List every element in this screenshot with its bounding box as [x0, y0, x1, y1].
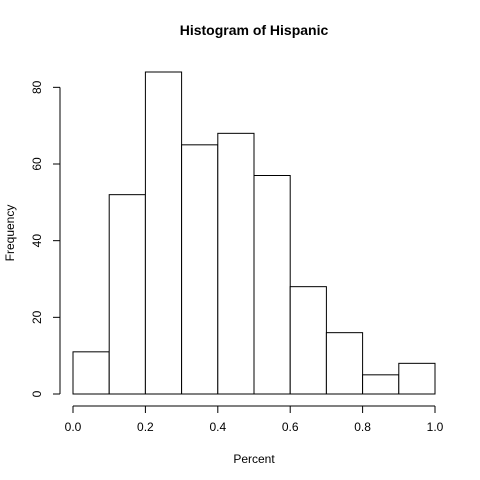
histogram-bar-2 [145, 72, 181, 394]
y-tick-label: 80 [30, 80, 44, 94]
histogram-bar-0 [73, 352, 109, 394]
histogram-bar-3 [182, 145, 218, 394]
x-tick-label: 0.4 [209, 420, 226, 434]
x-tick-label: 1.0 [427, 420, 444, 434]
histogram-bar-4 [218, 133, 254, 394]
chart-title: Histogram of Hispanic [180, 22, 329, 38]
histogram-bar-8 [363, 375, 399, 394]
bars-group [73, 72, 435, 394]
x-tick-label: 0.6 [282, 420, 299, 434]
x-tick-label: 0.8 [354, 420, 371, 434]
x-tick-label: 0.0 [65, 420, 82, 434]
y-tick-label: 60 [30, 157, 44, 171]
x-tick-label: 0.2 [137, 420, 154, 434]
x-axis-label: Percent [233, 452, 275, 466]
y-tick-label: 0 [30, 390, 44, 397]
histogram-bar-9 [399, 363, 435, 394]
y-axis-label: Frequency [3, 205, 17, 262]
histogram-bar-5 [254, 176, 290, 395]
histogram-bar-6 [290, 287, 326, 394]
histogram-bar-7 [326, 333, 362, 394]
histogram-bar-1 [109, 195, 145, 394]
x-axis: 0.0 0.2 0.4 0.6 0.8 1.0 [65, 406, 444, 434]
y-axis: 0 20 40 60 80 [30, 80, 60, 397]
y-tick-label: 20 [30, 310, 44, 324]
y-tick-label: 40 [30, 234, 44, 248]
